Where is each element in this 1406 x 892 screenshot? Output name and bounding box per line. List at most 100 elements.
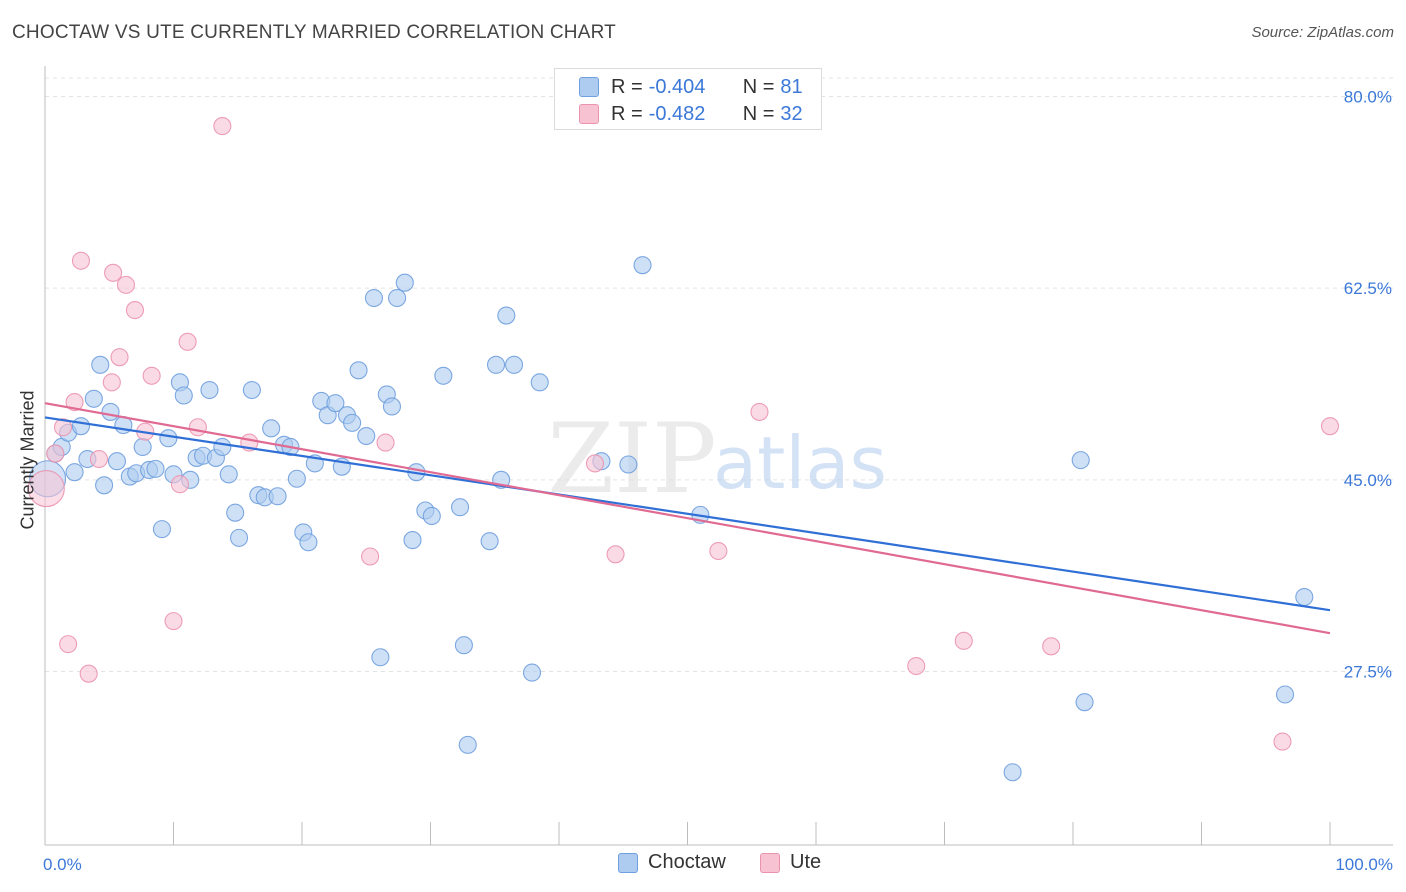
choctaw-point xyxy=(146,459,165,478)
x-tick-label: 100.0% xyxy=(1335,855,1393,874)
choctaw-point xyxy=(403,531,422,550)
ute-point xyxy=(954,631,973,650)
choctaw-point xyxy=(84,389,103,408)
choctaw-point xyxy=(174,386,193,405)
choctaw-point xyxy=(480,532,499,551)
legend-n-value: 81 xyxy=(780,75,803,98)
choctaw-point xyxy=(497,306,516,325)
legend-box: R = -0.404 N = 81 R = -0.482 N = 32 xyxy=(554,68,822,130)
ute-point xyxy=(361,547,380,566)
legend-r-value: -0.404 xyxy=(648,75,706,98)
ute-point xyxy=(65,393,84,412)
ute-point xyxy=(110,348,129,367)
choctaw-point xyxy=(1003,763,1022,782)
ute-point xyxy=(376,433,395,452)
tick-labels: 27.5% 45.0% 62.5% 80.0% 0.0% 100.0% xyxy=(43,88,1393,875)
ute-point xyxy=(142,366,161,385)
legend-r-label: R = xyxy=(611,102,643,125)
source-credit: Source: ZipAtlas.com xyxy=(1251,24,1394,41)
y-tick-label: 62.5% xyxy=(1344,279,1392,298)
choctaw-point xyxy=(213,437,232,457)
legend-n-label: N = xyxy=(742,75,775,98)
ute-point xyxy=(213,117,232,136)
choctaw-point xyxy=(530,373,549,392)
trend-lines xyxy=(44,402,1331,635)
choctaw-point xyxy=(434,366,453,385)
chart-title: CHOCTAW VS UTE CURRENTLY MARRIED CORRELA… xyxy=(12,22,616,43)
axes xyxy=(44,66,1393,846)
ute-point xyxy=(1042,637,1061,656)
choctaw-point xyxy=(262,419,281,438)
choctaw-point xyxy=(107,452,127,471)
ute-point xyxy=(125,301,144,320)
ute-point xyxy=(116,275,136,294)
choctaw-point xyxy=(91,355,110,374)
ute-swatch xyxy=(579,104,599,124)
legend-n-value: 32 xyxy=(780,102,803,125)
ute-point xyxy=(709,541,728,561)
choctaw-point xyxy=(326,394,345,413)
choctaw-point xyxy=(242,380,261,400)
ute-point xyxy=(102,373,121,392)
legend-r-value: -0.482 xyxy=(648,102,706,125)
ute-point xyxy=(164,612,183,631)
ute-point xyxy=(71,251,91,270)
choctaw-point xyxy=(133,437,152,457)
ute-point xyxy=(89,449,109,469)
ute-point xyxy=(178,332,197,351)
ute-point xyxy=(53,418,73,437)
choctaw-point xyxy=(229,528,249,547)
watermark-atlas: atlas xyxy=(713,421,887,505)
choctaw-point xyxy=(422,506,441,526)
ute-swatch xyxy=(760,852,780,873)
ute-point xyxy=(907,656,926,676)
y-tick-label: 45.0% xyxy=(1344,471,1392,490)
ute-point xyxy=(585,454,605,473)
choctaw-point xyxy=(458,735,477,754)
choctaw-point xyxy=(1275,685,1295,704)
ute-point xyxy=(188,418,207,437)
choctaw-point xyxy=(343,413,362,432)
bottom-legend-label: Choctaw xyxy=(648,851,726,873)
ute-point xyxy=(104,263,123,282)
choctaw-point xyxy=(95,476,114,495)
ute-point xyxy=(46,444,65,463)
choctaw-point xyxy=(268,487,287,506)
legend-row-ute: R = -0.482 N = 32 xyxy=(579,101,803,127)
ute-trend-line xyxy=(44,402,1331,635)
y-tick-label: 80.0% xyxy=(1344,88,1392,107)
choctaw-point xyxy=(65,463,84,482)
bottom-legend-ute: Ute xyxy=(760,851,821,874)
choctaw-point xyxy=(1071,451,1090,470)
ute-point xyxy=(606,545,625,564)
choctaw-point xyxy=(388,288,407,308)
choctaw-point xyxy=(454,636,473,655)
choctaw-point xyxy=(522,663,542,682)
ute-point xyxy=(59,635,78,654)
choctaw-point xyxy=(451,498,470,517)
choctaw-point xyxy=(200,380,219,400)
choctaw-point xyxy=(619,455,638,474)
choctaw-point xyxy=(299,533,318,552)
bottom-legend-label: Ute xyxy=(790,851,822,873)
choctaw-point xyxy=(159,429,178,448)
y-tick-label: 27.5% xyxy=(1344,663,1392,682)
ute-point xyxy=(27,470,65,508)
choctaw-point xyxy=(357,426,376,446)
ute-point xyxy=(1273,732,1292,751)
choctaw-point xyxy=(287,469,306,488)
choctaw-point xyxy=(364,288,384,308)
choctaw-point xyxy=(1075,693,1094,712)
choctaw-point xyxy=(504,355,524,374)
bottom-legend: Choctaw Ute xyxy=(0,851,1406,877)
choctaw-point xyxy=(226,503,245,522)
data-points xyxy=(27,117,1340,782)
choctaw-point xyxy=(395,273,414,292)
choctaw-point xyxy=(1295,587,1314,607)
bottom-legend-choctaw: Choctaw xyxy=(618,851,726,874)
gridlines xyxy=(45,77,1393,672)
choctaw-point xyxy=(219,465,238,484)
choctaw-point xyxy=(349,361,368,380)
ute-point xyxy=(750,402,769,421)
